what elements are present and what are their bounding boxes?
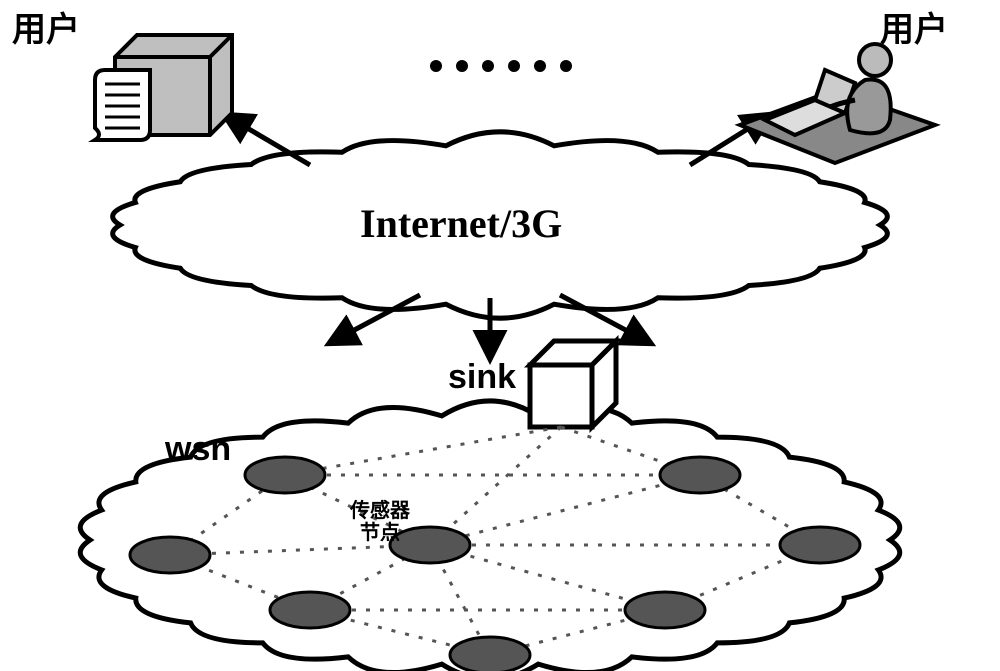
cloud-label: Internet/3G [360, 200, 562, 247]
server-icon [95, 35, 232, 140]
ellipsis-dot [482, 60, 494, 72]
ellipsis-dot [534, 60, 546, 72]
sensor-node [245, 457, 325, 493]
ellipsis-dot [456, 60, 468, 72]
user-right-label: 用户 [880, 2, 948, 51]
sensor-node [450, 637, 530, 671]
ellipsis-dot [430, 60, 442, 72]
sensor-node [660, 457, 740, 493]
ellipsis-dot [560, 60, 572, 72]
sink-cube-icon [530, 341, 616, 427]
sink-label: sink [448, 358, 516, 397]
sensor-node [130, 537, 210, 573]
user-left-label: 用户 [12, 2, 80, 51]
sensor-node [270, 592, 350, 628]
ellipsis-dot [508, 60, 520, 72]
ellipsis-dots [430, 60, 572, 72]
arrow [560, 295, 650, 343]
user-at-laptop-icon [740, 44, 935, 163]
sensor-node [625, 592, 705, 628]
sensor-label: 传感器节点 [350, 500, 410, 544]
wsn-label: wsn [165, 430, 231, 469]
arrow [330, 295, 420, 343]
sensor-node [780, 527, 860, 563]
mesh-edge [430, 475, 700, 545]
mesh-edge [285, 427, 561, 475]
